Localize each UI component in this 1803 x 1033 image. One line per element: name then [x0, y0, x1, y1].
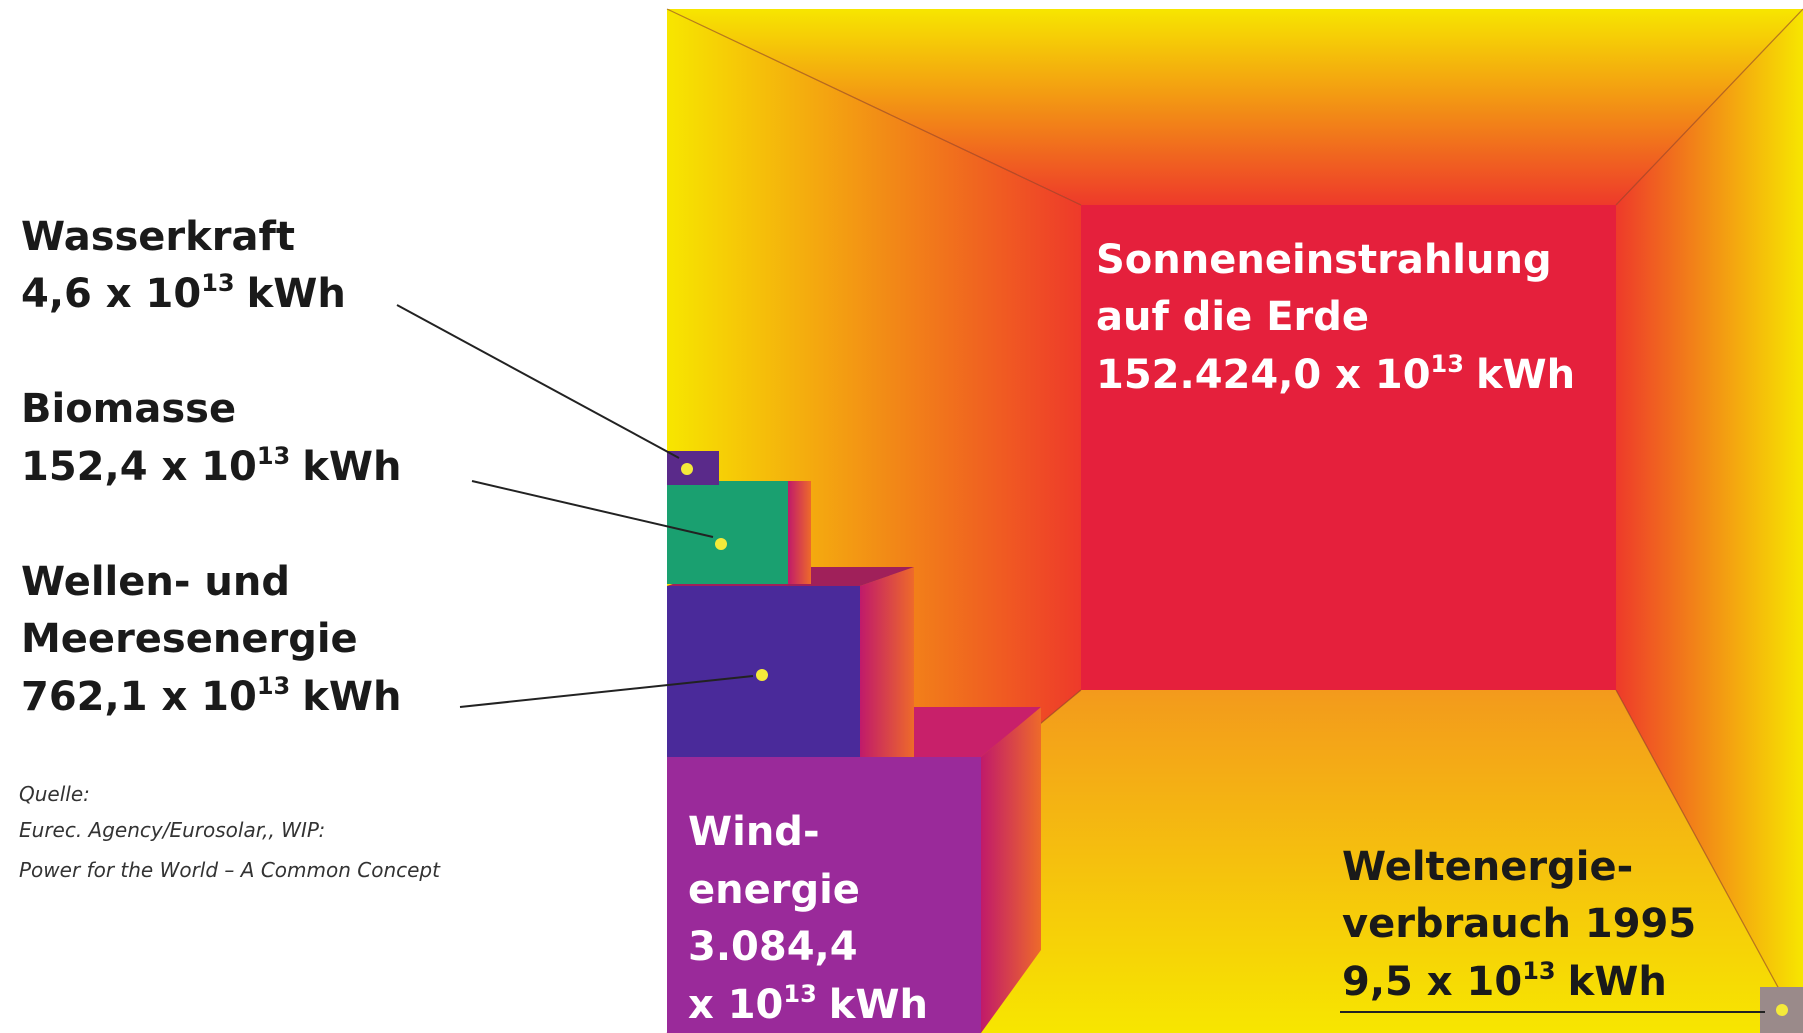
leader-lines: [396, 304, 1765, 1013]
exponent: 13: [1431, 350, 1464, 378]
sun-value: 152.424,0 x 1013 kWh: [1096, 350, 1575, 398]
exponent: 13: [201, 269, 234, 297]
source-label: Quelle:: [19, 782, 90, 806]
wind-line: 3.084,4: [688, 924, 858, 970]
mantissa: 9,5 x 10: [1342, 959, 1522, 1005]
unit: kWh: [829, 982, 928, 1028]
item-name: Meeresenergie: [21, 616, 358, 662]
item-value: 4,6 x 1013 kWh: [21, 269, 346, 317]
unit: kWh: [1476, 352, 1575, 398]
item-value: 762,1 x 1013 kWh: [21, 672, 401, 720]
sun-line: auf die Erde: [1096, 294, 1369, 340]
wind-line: Wind-: [688, 809, 820, 855]
mantissa: 762,1 x 10: [21, 674, 257, 720]
mantissa: x 10: [688, 982, 783, 1028]
exponent: 13: [257, 442, 290, 470]
world-value: 9,5 x 1013 kWh: [1342, 957, 1667, 1005]
unit: kWh: [302, 444, 401, 490]
sun-line: Sonneneinstrahlung: [1096, 237, 1552, 283]
mantissa: 4,6 x 10: [21, 271, 201, 317]
unit: kWh: [1568, 959, 1667, 1005]
exponent: 13: [1522, 957, 1555, 985]
item-name: Biomasse: [21, 386, 236, 432]
wind-value: x 1013 kWh: [688, 980, 928, 1028]
unit: kWh: [247, 271, 346, 317]
blocks: [667, 451, 1803, 1033]
mantissa: 152.424,0 x 10: [1096, 352, 1431, 398]
wind-line: energie: [688, 867, 860, 913]
unit: kWh: [302, 674, 401, 720]
exponent: 13: [783, 980, 816, 1008]
item-value: 152,4 x 1013 kWh: [21, 442, 401, 490]
item-name: Wasserkraft: [21, 214, 295, 260]
source-line: Eurec. Agency/Eurosolar,, WIP:: [19, 818, 325, 842]
mantissa: 152,4 x 10: [21, 444, 257, 490]
source-line: Power for the World – A Common Concept: [19, 858, 441, 882]
world-line: Weltenergie-: [1342, 844, 1633, 890]
item-name: Wellen- und: [21, 559, 290, 605]
world-line: verbrauch 1995: [1342, 901, 1696, 947]
exponent: 13: [257, 672, 290, 700]
